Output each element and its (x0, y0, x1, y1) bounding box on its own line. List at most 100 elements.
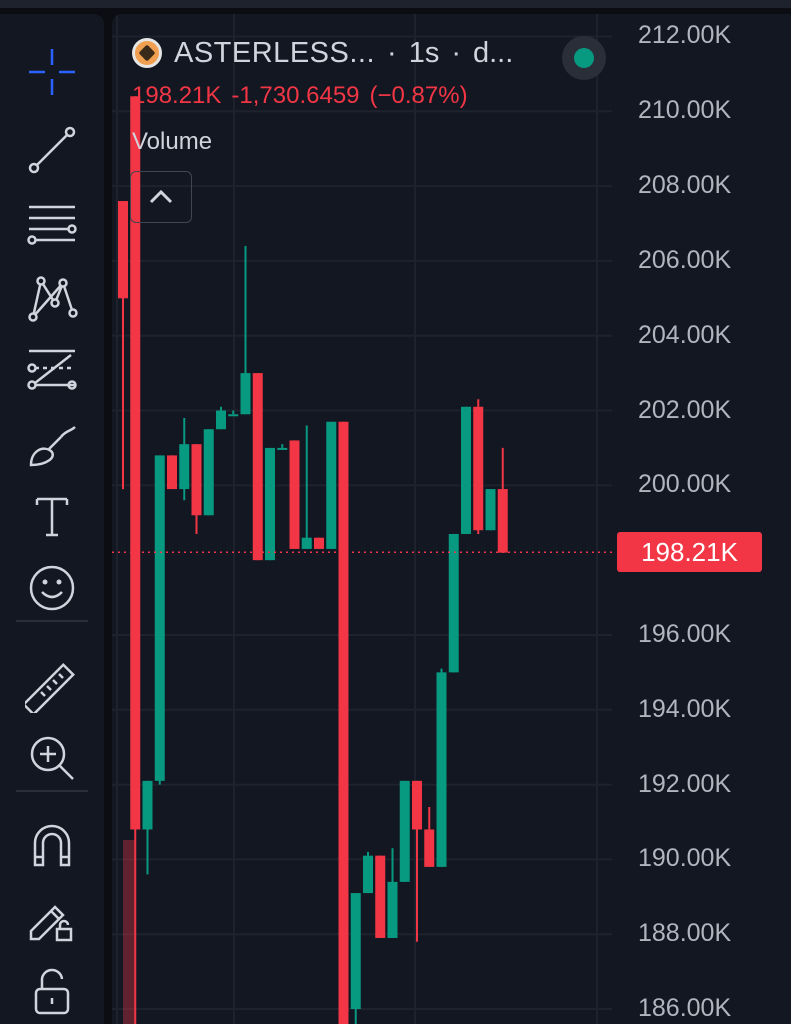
price-tick-label: 188.00K (638, 919, 732, 948)
unlock-icon (34, 968, 70, 1015)
pattern-icon (28, 276, 78, 322)
market-status-indicator[interactable] (562, 36, 606, 80)
candle-body (191, 444, 202, 516)
projection-tool[interactable] (20, 336, 84, 400)
price-change: -1,730.6459 (231, 82, 360, 109)
candle-body (130, 96, 141, 830)
candle-body (399, 780, 410, 882)
candle (363, 851, 373, 894)
candle-body (461, 406, 471, 534)
candle-body (485, 489, 496, 531)
candle (473, 399, 484, 534)
candle (387, 848, 398, 938)
candle-body (228, 414, 239, 417)
candle (436, 668, 447, 867)
magnet-tool[interactable] (20, 814, 84, 878)
chart-canvas[interactable] (112, 14, 791, 1024)
price-tick-label: 212.00K (638, 21, 732, 50)
candle (203, 429, 214, 516)
brush-tool[interactable] (20, 414, 84, 478)
separator: · (451, 36, 461, 69)
candle (314, 537, 324, 549)
trend-line-icon (28, 126, 76, 174)
status-dot-icon (574, 48, 594, 68)
chevron-up-icon (149, 189, 173, 204)
candle-body (240, 373, 251, 415)
candle-body (424, 829, 435, 867)
unlock-tool[interactable] (20, 960, 84, 1024)
emoji-tool[interactable] (20, 556, 84, 620)
brush-icon (29, 426, 76, 467)
candle (191, 444, 202, 534)
candle-body (387, 881, 398, 938)
candle (448, 533, 459, 673)
candle-body (301, 537, 312, 549)
legend: ASTERLESS... · 1s · d... 198.21K -1,730.6… (132, 36, 606, 110)
candle (167, 455, 177, 490)
separator: · (387, 36, 397, 69)
candle-body (142, 780, 153, 830)
candle (118, 201, 128, 490)
candle (289, 440, 300, 549)
candle-body (216, 410, 226, 430)
candle (216, 406, 226, 430)
candle (497, 447, 508, 553)
candle-body (203, 429, 214, 516)
trend-line-tool[interactable] (20, 118, 84, 182)
candle-body (338, 421, 349, 1024)
current-price: 198.21K (132, 82, 222, 109)
candle-series (118, 96, 508, 1024)
candle (240, 245, 251, 415)
candle-body (363, 855, 373, 894)
lock-drawings-tool[interactable] (20, 886, 84, 950)
collapse-indicators-button[interactable] (130, 171, 192, 223)
toolbar-divider (16, 620, 88, 622)
candle (228, 410, 239, 417)
candle-body (375, 855, 386, 938)
price-change-row: 198.21K -1,730.6459 (−0.87%) (132, 82, 513, 110)
candle-body (154, 455, 165, 781)
text-tool[interactable] (20, 484, 84, 548)
crosshair-tool[interactable] (20, 40, 84, 104)
candle-body (179, 444, 190, 490)
price-tick-label: 204.00K (638, 320, 732, 349)
candle (375, 855, 386, 938)
price-change-percent: (−0.87%) (369, 82, 468, 109)
legend-title-row[interactable]: ASTERLESS... · 1s · d... (132, 36, 513, 70)
grid (112, 14, 612, 1024)
candle (326, 421, 337, 549)
symbol-name[interactable]: ASTERLESS... (174, 36, 376, 69)
fib-retracement-icon (27, 205, 77, 245)
volume-series (123, 840, 135, 1024)
candle-body (350, 893, 361, 1010)
candle (301, 425, 312, 549)
pattern-tool[interactable] (20, 266, 84, 330)
candle (424, 807, 435, 867)
candle (412, 780, 422, 942)
price-axis[interactable]: 212.00K 210.00K 208.00K 206.00K 204.00K 202.0… (612, 14, 791, 1024)
candle (461, 406, 471, 534)
fib-retracement-tool[interactable] (20, 194, 84, 258)
ruler-tool[interactable] (20, 654, 84, 718)
price-tick-label: 186.00K (638, 994, 732, 1023)
emoji-icon (29, 565, 75, 611)
last-price-label: 198.21K (617, 532, 762, 573)
toolbar-divider (16, 790, 88, 792)
price-tick-label: 210.00K (638, 96, 732, 125)
coin-logo-icon (132, 38, 162, 68)
price-tick-label: 200.00K (638, 470, 732, 499)
volume-indicator-label[interactable]: Volume (132, 128, 213, 155)
chart-panel[interactable]: ASTERLESS... · 1s · d... 198.21K -1,730.6… (112, 14, 791, 1024)
candle (485, 489, 496, 531)
exchange-label[interactable]: d... (473, 36, 514, 69)
zoom-in-tool[interactable] (20, 726, 84, 790)
price-tick-label: 192.00K (638, 769, 732, 798)
crosshair-icon (29, 49, 75, 95)
interval-label[interactable]: 1s (408, 36, 440, 69)
magnet-icon (33, 824, 71, 867)
candle (265, 447, 275, 561)
volume-bar (123, 840, 135, 1024)
candle (399, 780, 410, 882)
candle-body (252, 373, 263, 561)
candle-body (118, 201, 128, 299)
